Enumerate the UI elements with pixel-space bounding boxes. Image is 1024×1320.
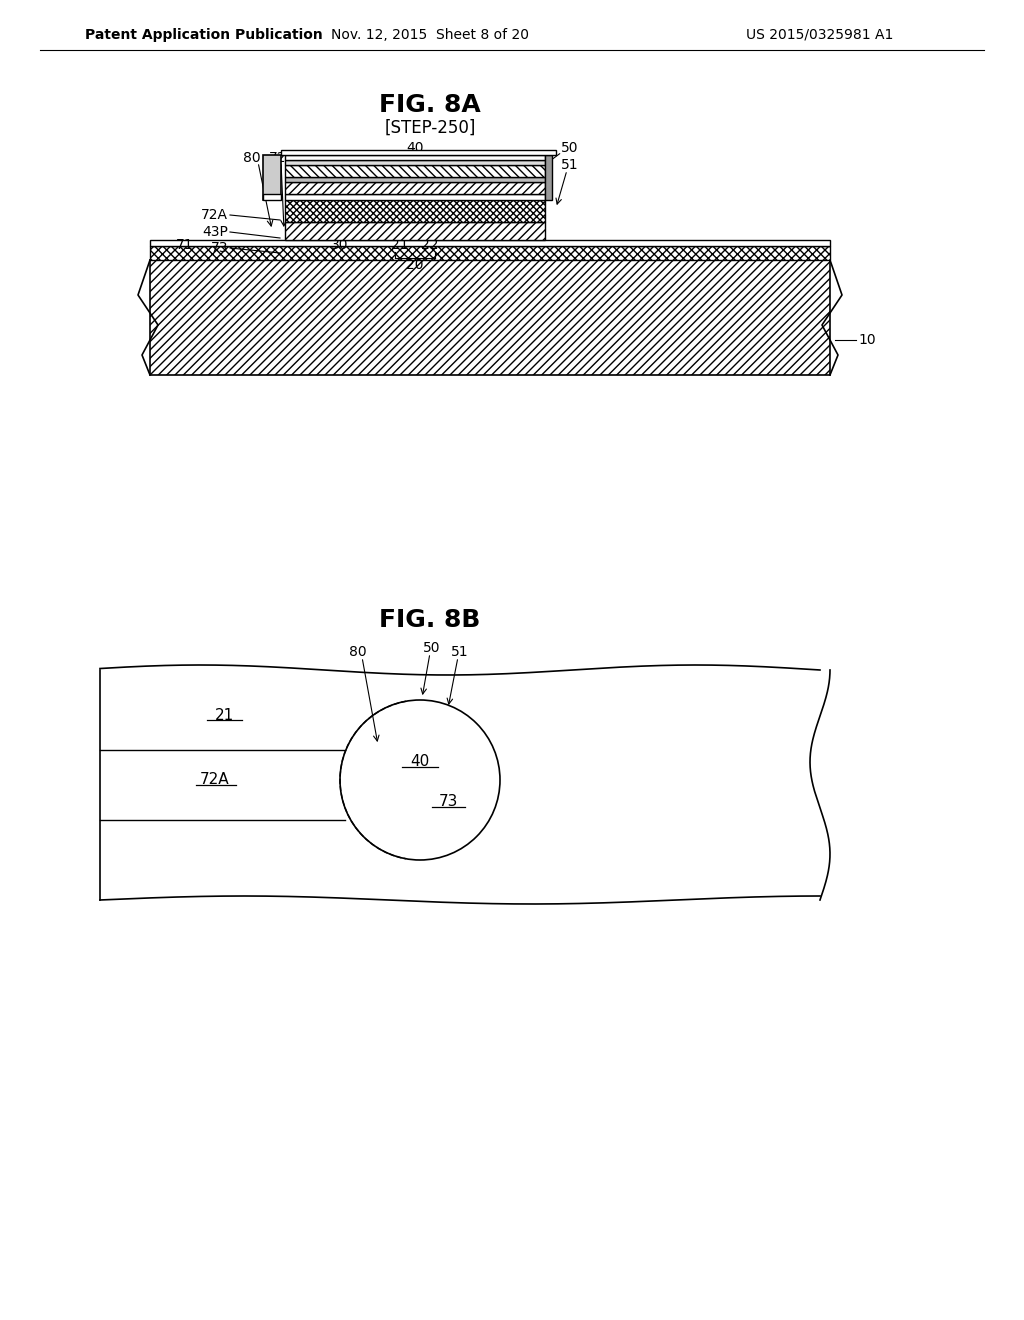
Text: 71: 71: [176, 238, 194, 252]
Bar: [285, 222, 545, 240]
Bar: [263, 154, 281, 201]
Text: 40: 40: [411, 755, 430, 770]
Text: 50: 50: [561, 141, 579, 154]
Text: 10: 10: [858, 333, 876, 347]
Text: 72A: 72A: [200, 772, 229, 788]
Text: 51: 51: [452, 645, 469, 659]
Bar: [285, 194, 545, 201]
Text: 30: 30: [331, 238, 349, 252]
Text: Nov. 12, 2015  Sheet 8 of 20: Nov. 12, 2015 Sheet 8 of 20: [331, 28, 529, 42]
Text: 72: 72: [269, 150, 287, 165]
Bar: [285, 177, 545, 182]
Text: 22: 22: [421, 238, 438, 252]
Bar: [150, 240, 830, 246]
Text: 21: 21: [215, 708, 234, 722]
Bar: [285, 160, 545, 165]
Text: 80: 80: [349, 645, 367, 659]
Text: [STEP-250]: [STEP-250]: [384, 119, 476, 137]
Text: 21: 21: [391, 238, 409, 252]
Text: Patent Application Publication: Patent Application Publication: [85, 28, 323, 42]
Bar: [285, 165, 545, 177]
Text: 73: 73: [438, 795, 458, 809]
Text: 43: 43: [447, 165, 463, 178]
Text: 50: 50: [423, 642, 440, 655]
Text: FIG. 8B: FIG. 8B: [379, 609, 480, 632]
Text: 45: 45: [392, 153, 408, 166]
Text: 44: 44: [417, 165, 433, 178]
Bar: [545, 154, 552, 201]
Text: 51: 51: [561, 158, 579, 172]
Bar: [263, 194, 281, 201]
Text: 42: 42: [442, 153, 458, 166]
Bar: [150, 260, 830, 375]
Bar: [285, 182, 545, 194]
Text: US 2015/0325981 A1: US 2015/0325981 A1: [746, 28, 894, 42]
Text: 73: 73: [211, 242, 228, 255]
Text: 41: 41: [344, 153, 359, 166]
Text: 40: 40: [407, 141, 424, 154]
Bar: [285, 154, 545, 160]
Bar: [285, 201, 545, 222]
Text: 43P: 43P: [202, 224, 228, 239]
Text: 80: 80: [243, 150, 261, 165]
Bar: [281, 150, 556, 154]
Text: 72A: 72A: [201, 209, 228, 222]
Text: 20: 20: [407, 257, 424, 272]
Text: FIG. 8A: FIG. 8A: [379, 92, 481, 117]
Bar: [150, 246, 830, 260]
